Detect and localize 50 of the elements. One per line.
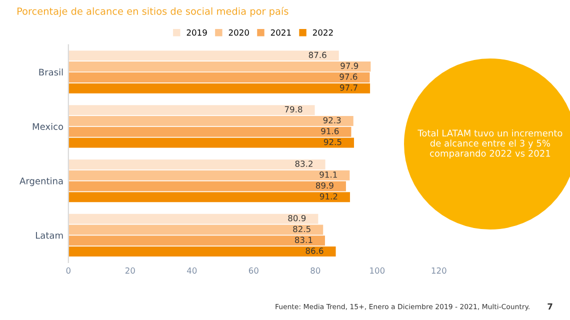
bar	[68, 72, 370, 82]
x-tick-label: 20	[125, 267, 135, 274]
x-tick-label: 0	[66, 267, 70, 274]
bar	[68, 116, 354, 126]
data-label: 91.2	[320, 193, 338, 200]
data-label: 89.9	[316, 182, 334, 189]
y-tick-label: Mexico	[32, 122, 64, 130]
y-tick-label: Latam	[36, 232, 63, 239]
data-label: 83.1	[294, 236, 312, 244]
data-label: 87.6	[308, 52, 326, 58]
legend-label: 2020	[228, 29, 249, 36]
data-label: 97.9	[340, 62, 358, 69]
x-tick-label: 80	[310, 267, 320, 274]
legend-label: 2022	[312, 29, 333, 36]
data-label: 82.5	[293, 226, 310, 232]
bar	[68, 50, 339, 61]
bar	[68, 83, 370, 94]
data-label: 92.3	[323, 117, 341, 124]
chart-title: Porcentaje de alcance en sitios de social media por país	[17, 6, 288, 17]
bar	[68, 159, 326, 170]
bar	[68, 170, 350, 180]
bar	[68, 236, 325, 246]
bar	[68, 138, 354, 148]
y-tick-label: Brasil	[39, 68, 63, 76]
data-label: 97.7	[340, 84, 358, 91]
bar	[68, 214, 318, 224]
bar	[68, 224, 324, 235]
data-label: 80.9	[288, 214, 306, 222]
data-label: 86.6	[306, 248, 324, 254]
bar	[68, 192, 350, 202]
bar	[68, 181, 346, 192]
bar	[68, 105, 315, 116]
text: 7	[548, 303, 552, 310]
data-label: 79.8	[284, 106, 302, 112]
legend-label: 2021	[270, 29, 291, 36]
data-label: 92.5	[324, 138, 342, 146]
x-tick-label: 40	[187, 267, 197, 274]
annotation: Total LATAM tuvo un incremento de alcance entre el 3 y 5% comparando 2022 vs 2021	[418, 130, 562, 158]
data-label: 83.2	[295, 160, 312, 167]
bar	[68, 246, 336, 257]
x-tick-label: 120	[432, 267, 446, 274]
data-label: 91.1	[320, 171, 337, 178]
legend-label: 2019	[186, 29, 207, 36]
bar	[68, 126, 352, 137]
data-label: 97.6	[340, 74, 358, 80]
x-tick-label: 100	[370, 267, 385, 274]
x-tick-label: 60	[248, 267, 258, 274]
bar	[68, 62, 371, 72]
y-tick-label: Argentina	[20, 177, 63, 186]
data-label: 91.6	[321, 128, 339, 134]
